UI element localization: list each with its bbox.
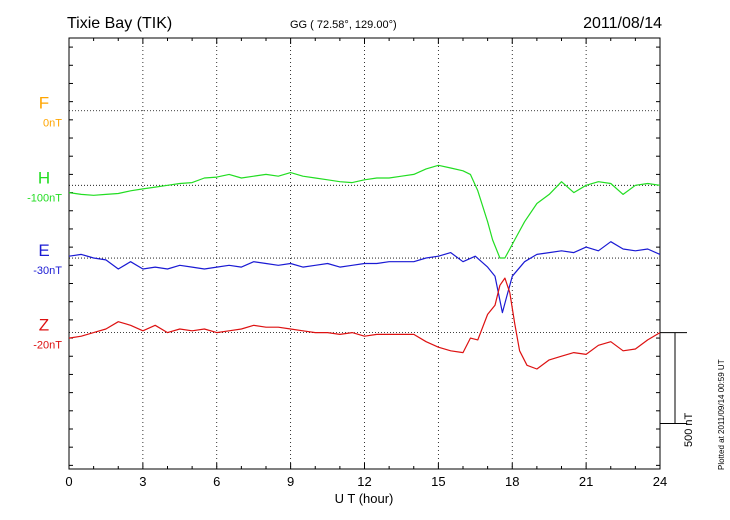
series-line-h (68, 164, 661, 259)
x-tick-label: 0 (65, 474, 72, 489)
plotted-timestamp: Plotted at 2011/09/14 00:59 UT (717, 359, 726, 470)
series-baseline-label-h: -100nT (27, 192, 62, 204)
x-tick-label: 21 (579, 474, 593, 489)
x-tick-label: 3 (139, 474, 146, 489)
x-tick-label: 24 (653, 474, 667, 489)
series-name-e: E (38, 241, 49, 260)
chart-title: Tixie Bay (TIK) (67, 15, 172, 32)
station-coordinates: GG ( 72.58°, 129.00°) (290, 19, 397, 31)
series-name-f: F (39, 94, 49, 113)
x-tick-label: 9 (287, 474, 294, 489)
series-name-z: Z (39, 316, 49, 335)
series-baseline-label-f: 0nT (43, 118, 62, 130)
x-tick-label: 18 (505, 474, 519, 489)
x-tick-label: 15 (431, 474, 445, 489)
x-tick-label: 12 (357, 474, 371, 489)
chart-date: 2011/08/14 (583, 15, 662, 32)
scale-bar-label: 500 nT (683, 412, 695, 447)
series-line-e (68, 241, 661, 314)
series-baseline-label-z: -20nT (33, 340, 62, 352)
series-name-h: H (38, 168, 50, 187)
x-tick-label: 6 (213, 474, 220, 489)
series-baseline-label-e: -30nT (33, 265, 62, 277)
series-line-z (68, 277, 661, 370)
x-axis-label: U T (hour) (335, 491, 394, 506)
